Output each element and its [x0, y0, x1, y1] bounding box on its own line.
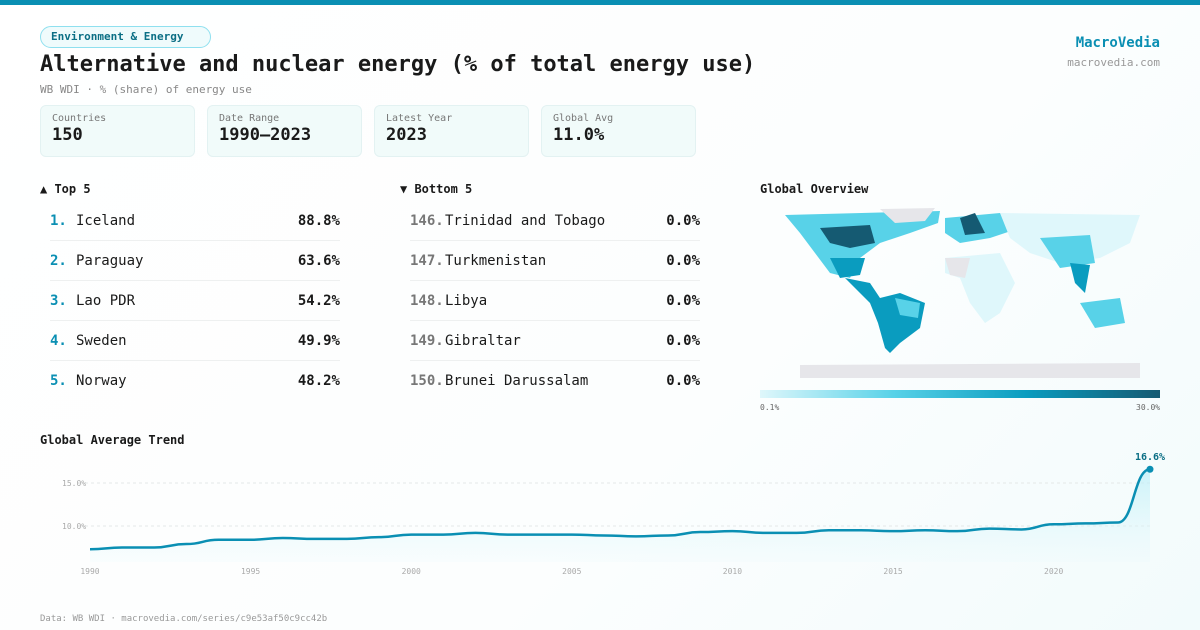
country-name: Norway — [76, 373, 127, 389]
rank: 1. — [50, 212, 67, 229]
list-item[interactable]: 150. Brunei Darussalam 0.0% — [410, 361, 700, 401]
list-item[interactable]: 5. Norway 48.2% — [50, 361, 340, 401]
country-name: Lao PDR — [76, 292, 136, 309]
country-name: Paraguay — [76, 252, 144, 269]
rank: 4. — [50, 332, 67, 349]
country-value: 88.8% — [297, 212, 340, 229]
stat-value: 150 — [52, 125, 83, 145]
country-value: 54.2% — [297, 292, 340, 309]
list-item[interactable]: 2. Paraguay 63.6% — [50, 241, 340, 281]
y-tick-label: 10.0% — [62, 522, 86, 531]
country-value: 0.0% — [666, 212, 700, 229]
stat-card-latest-year: Latest Year 2023 — [374, 105, 529, 157]
list-item[interactable]: 3. Lao PDR 54.2% — [50, 281, 340, 321]
page-subtitle: WB WDI · % (share) of energy use — [40, 83, 252, 96]
last-point-marker[interactable] — [1146, 465, 1154, 473]
y-tick-label: 15.0% — [62, 479, 86, 488]
trend-chart[interactable]: 10.0% 15.0% 1990 1995 2000 2005 2010 2015 2020 16… — [40, 440, 1170, 590]
stat-label: Countries — [52, 113, 107, 124]
country-value: 48.2% — [297, 373, 340, 389]
list-item[interactable]: 4. Sweden 49.9% — [50, 321, 340, 361]
country-name: Libya — [445, 292, 488, 309]
top-accent-bar — [0, 0, 1200, 5]
map-legend-scale — [760, 390, 1160, 398]
map-title: Global Overview — [760, 182, 869, 196]
top5-title: ▲ Top 5 — [40, 182, 91, 196]
country-name: Sweden — [76, 332, 127, 349]
country-value: 63.6% — [297, 252, 340, 269]
list-item[interactable]: 149. Gibraltar 0.0% — [410, 321, 700, 361]
footer-source: Data: WB WDI · macrovedia.com/series/c9e… — [40, 614, 328, 624]
legend-min: 0.1% — [760, 403, 780, 412]
stat-value: 1990–2023 — [219, 125, 312, 145]
x-tick-label: 2015 — [883, 567, 902, 576]
list-item[interactable]: 146. Trinidad and Tobago 0.0% — [410, 201, 700, 241]
list-item[interactable]: 1. Iceland 88.8% — [50, 201, 340, 241]
category-badge[interactable]: Environment & Energy — [40, 26, 212, 48]
country-value: 0.0% — [666, 252, 700, 269]
stat-label: Date Range — [219, 113, 280, 124]
x-tick-label: 2000 — [402, 567, 421, 576]
trend-title: Global Average Trend — [40, 433, 185, 447]
rank: 149. — [410, 332, 444, 349]
country-value: 0.0% — [666, 292, 700, 309]
country-name: Trinidad and Tobago — [445, 212, 606, 229]
rank: 2. — [50, 252, 67, 269]
world-map[interactable] — [760, 203, 1160, 383]
stat-label: Latest Year — [386, 113, 453, 124]
bottom5-title: ▼ Bottom 5 — [400, 182, 473, 196]
stat-value: 2023 — [386, 125, 427, 145]
rank: 146. — [410, 212, 444, 229]
x-tick-label: 1995 — [241, 567, 260, 576]
stat-card-countries: Countries 150 — [40, 105, 195, 157]
list-item[interactable]: 147. Turkmenistan 0.0% — [410, 241, 700, 281]
stat-card-global-avg: Global Avg 11.0% — [541, 105, 696, 157]
list-item[interactable]: 148. Libya 0.0% — [410, 281, 700, 321]
last-value-label: 16.6% — [1135, 452, 1165, 463]
country-name: Gibraltar — [445, 332, 521, 349]
rank: 148. — [410, 292, 444, 309]
top5-list: 1. Iceland 88.8% 2. Paraguay 63.6% 3. Lao PDR 54… — [50, 201, 350, 401]
stat-card-date-range: Date Range 1990–2023 — [207, 105, 362, 157]
country-value: 0.0% — [666, 332, 700, 349]
brand-logo[interactable]: MacroVedia — [1075, 35, 1160, 51]
x-tick-label: 2010 — [723, 567, 742, 576]
rank: 147. — [410, 252, 444, 269]
x-tick-label: 1990 — [80, 567, 99, 576]
country-value: 49.9% — [297, 332, 340, 349]
country-value: 0.0% — [666, 373, 700, 389]
trend-line — [89, 467, 1151, 551]
rank: 3. — [50, 292, 67, 309]
map-regions — [785, 208, 1140, 378]
brand-url[interactable]: macrovedia.com — [1067, 56, 1160, 69]
country-name: Turkmenistan — [445, 252, 547, 269]
x-tick-label: 2020 — [1044, 567, 1063, 576]
rank: 5. — [50, 373, 67, 389]
stat-value: 11.0% — [553, 125, 605, 145]
bottom5-list: 146. Trinidad and Tobago 0.0% 147. Turkmenis… — [410, 201, 710, 401]
country-name: Iceland — [76, 212, 136, 229]
rank: 150. — [410, 373, 444, 389]
country-name: Brunei Darussalam — [445, 373, 589, 389]
stat-label: Global Avg — [553, 113, 614, 124]
page-title: Alternative and nuclear energy (% of tot… — [40, 52, 756, 77]
x-tick-label: 2005 — [562, 567, 581, 576]
legend-max: 30.0% — [1136, 403, 1161, 412]
